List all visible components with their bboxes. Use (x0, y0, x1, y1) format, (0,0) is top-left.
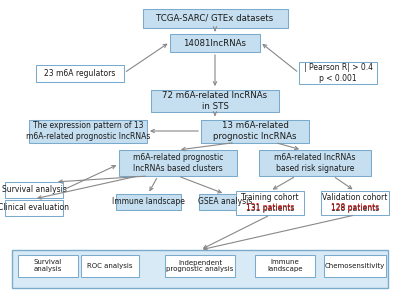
Text: m6A-related prognostic
lncRNAs based clusters: m6A-related prognostic lncRNAs based clu… (133, 153, 223, 173)
FancyBboxPatch shape (5, 200, 63, 216)
Text: TCGA-SARC/ GTEx datasets: TCGA-SARC/ GTEx datasets (156, 14, 274, 23)
Text: Training cohort
131 patients: Training cohort 131 patients (241, 193, 299, 213)
FancyBboxPatch shape (36, 64, 124, 82)
FancyBboxPatch shape (151, 90, 279, 112)
Text: 128 patients: 128 patients (331, 203, 379, 212)
FancyBboxPatch shape (81, 255, 139, 277)
FancyBboxPatch shape (299, 62, 377, 84)
Text: Validation cohort
128 patients: Validation cohort 128 patients (322, 193, 388, 213)
Text: ROC analysis: ROC analysis (87, 263, 133, 269)
FancyBboxPatch shape (165, 255, 235, 277)
FancyBboxPatch shape (5, 182, 63, 198)
Text: GSEA analysis: GSEA analysis (198, 197, 252, 206)
FancyBboxPatch shape (142, 8, 288, 27)
FancyBboxPatch shape (29, 119, 147, 142)
Text: Chemosensitivity: Chemosensitivity (325, 263, 385, 269)
Text: 13 m6A-related
prognostic lncRNAs: 13 m6A-related prognostic lncRNAs (213, 121, 297, 141)
FancyBboxPatch shape (18, 255, 78, 277)
FancyBboxPatch shape (324, 255, 386, 277)
Text: Survival analysis: Survival analysis (2, 185, 66, 194)
FancyBboxPatch shape (321, 191, 389, 215)
FancyBboxPatch shape (236, 191, 304, 215)
Text: The expression pattern of 13
m6A-related prognostic lncRNAs: The expression pattern of 13 m6A-related… (26, 121, 150, 141)
Text: 23 m6A regulators: 23 m6A regulators (44, 69, 116, 77)
FancyBboxPatch shape (116, 194, 180, 210)
FancyBboxPatch shape (170, 34, 260, 52)
Text: Immune
landscape: Immune landscape (267, 259, 303, 272)
Text: Survival
analysis: Survival analysis (34, 259, 62, 272)
Text: Clinical evaluation: Clinical evaluation (0, 203, 70, 213)
Text: 14081lncRNAs: 14081lncRNAs (184, 39, 246, 48)
Text: 131 patients: 131 patients (246, 203, 294, 212)
FancyBboxPatch shape (259, 150, 371, 176)
Text: Immune landscape: Immune landscape (112, 197, 184, 206)
FancyBboxPatch shape (201, 119, 309, 142)
FancyBboxPatch shape (119, 150, 237, 176)
Text: | Pearson R| > 0.4
p < 0.001: | Pearson R| > 0.4 p < 0.001 (304, 63, 372, 83)
FancyBboxPatch shape (199, 194, 251, 210)
FancyBboxPatch shape (12, 250, 388, 288)
Text: Independent
prognostic analysis: Independent prognostic analysis (166, 259, 234, 272)
Text: m6A-related lncRNAs
based risk signature: m6A-related lncRNAs based risk signature (274, 153, 356, 173)
Text: 72 m6A-related lncRNAs
in STS: 72 m6A-related lncRNAs in STS (162, 91, 268, 111)
FancyBboxPatch shape (255, 255, 315, 277)
